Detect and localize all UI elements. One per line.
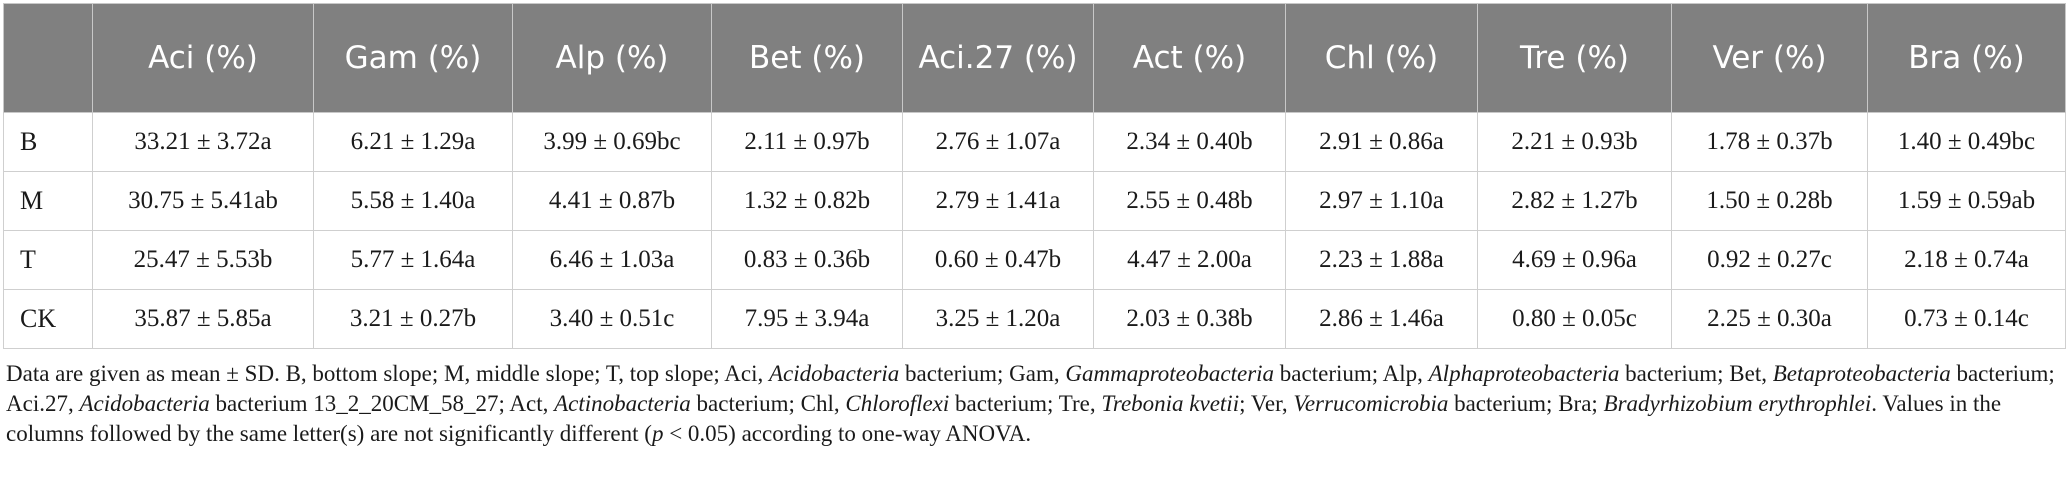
table-cell: 4.41 ± 0.87b bbox=[512, 171, 712, 231]
column-header: Gam (%) bbox=[313, 3, 513, 113]
footnote-italic-text: Trebonia kvetii bbox=[1101, 391, 1240, 416]
footnote-text: bacterium; Alp, bbox=[1274, 361, 1429, 386]
table-cell: 2.76 ± 1.07a bbox=[902, 112, 1094, 172]
table-cell: 0.92 ± 0.27c bbox=[1671, 230, 1868, 290]
table-cell: 0.80 ± 0.05c bbox=[1477, 289, 1672, 349]
row-label: CK bbox=[3, 289, 93, 349]
table-row: T 25.47 ± 5.53b 5.77 ± 1.64a 6.46 ± 1.03a 0.… bbox=[3, 230, 2066, 290]
table-row: CK 35.87 ± 5.85a 3.21 ± 0.27b 3.40 ± 0.51c 7… bbox=[3, 289, 2066, 349]
table-cell: 1.59 ± 0.59ab bbox=[1867, 171, 2066, 231]
footnote-italic-text: Acidobacteria bbox=[769, 361, 900, 386]
table-cell: 2.91 ± 0.86a bbox=[1285, 112, 1478, 172]
table-cell: 25.47 ± 5.53b bbox=[92, 230, 314, 290]
table-cell: 6.46 ± 1.03a bbox=[512, 230, 712, 290]
footnote-text: bacterium; Aci.27, bbox=[6, 361, 2055, 416]
table-cell: 6.21 ± 1.29a bbox=[313, 112, 513, 172]
table-cell: 2.11 ± 0.97b bbox=[711, 112, 903, 172]
table-cell: 2.86 ± 1.46a bbox=[1285, 289, 1478, 349]
column-header: Bet (%) bbox=[711, 3, 903, 113]
table-cell: 2.79 ± 1.41a bbox=[902, 171, 1094, 231]
footnote-italic-text: Actinobacteria bbox=[554, 391, 691, 416]
column-header: Chl (%) bbox=[1285, 3, 1478, 113]
table-cell: 3.25 ± 1.20a bbox=[902, 289, 1094, 349]
table-cell: 2.97 ± 1.10a bbox=[1285, 171, 1478, 231]
table-body: B 33.21 ± 3.72a 6.21 ± 1.29a 3.99 ± 0.69bc 2… bbox=[3, 112, 2066, 349]
footnote-italic-text: Gammaproteobacteria bbox=[1065, 361, 1275, 386]
table-cell: 5.58 ± 1.40a bbox=[313, 171, 513, 231]
table-cell: 2.25 ± 0.30a bbox=[1671, 289, 1868, 349]
column-header: Act (%) bbox=[1093, 3, 1286, 113]
column-header: Ver (%) bbox=[1671, 3, 1868, 113]
header-cell-empty bbox=[3, 3, 93, 113]
table-cell: 4.47 ± 2.00a bbox=[1093, 230, 1286, 290]
table-cell: 5.77 ± 1.64a bbox=[313, 230, 513, 290]
footnote-text: bacterium 13_2_20CM_58_27; Act, bbox=[209, 391, 555, 416]
footnote-italic-text: Bradyrhizobium erythrophlei bbox=[1603, 391, 1872, 416]
table-container: Aci (%) Gam (%) Alp (%) Bet (%) Aci.27 (%) Ac… bbox=[3, 3, 2067, 449]
footnote-text: bacterium; Tre, bbox=[949, 391, 1102, 416]
table-footnote: Data are given as mean ± SD. B, bottom s… bbox=[3, 349, 2067, 449]
footnote-text: < 0.05) according to one-way ANOVA. bbox=[663, 421, 1032, 446]
footnote-text: bacterium; Gam, bbox=[899, 361, 1066, 386]
table-cell: 2.21 ± 0.93b bbox=[1477, 112, 1672, 172]
table-cell: 30.75 ± 5.41ab bbox=[92, 171, 314, 231]
column-header: Aci (%) bbox=[92, 3, 314, 113]
table-cell: 3.40 ± 0.51c bbox=[512, 289, 712, 349]
table-cell: 0.83 ± 0.36b bbox=[711, 230, 903, 290]
footnote-italic-text: Betaproteobacteria bbox=[1772, 361, 1951, 386]
footnote-italic-text: Chloroflexi bbox=[845, 391, 950, 416]
table-cell: 2.34 ± 0.40b bbox=[1093, 112, 1286, 172]
column-header: Alp (%) bbox=[512, 3, 712, 113]
footnote-text: Data are given as mean ± SD. B, bottom s… bbox=[6, 361, 769, 386]
table-cell: 2.03 ± 0.38b bbox=[1093, 289, 1286, 349]
table-cell: 2.18 ± 0.74a bbox=[1867, 230, 2066, 290]
column-header: Bra (%) bbox=[1867, 3, 2066, 113]
footnote-text: bacterium; Bra; bbox=[1448, 391, 1604, 416]
table-row: M 30.75 ± 5.41ab 5.58 ± 1.40a 4.41 ± 0.87b 1… bbox=[3, 171, 2066, 231]
column-header: Tre (%) bbox=[1477, 3, 1672, 113]
table-cell: 2.55 ± 0.48b bbox=[1093, 171, 1286, 231]
table-cell: 1.40 ± 0.49bc bbox=[1867, 112, 2066, 172]
table-cell: 4.69 ± 0.96a bbox=[1477, 230, 1672, 290]
row-label: M bbox=[3, 171, 93, 231]
table-cell: 33.21 ± 3.72a bbox=[92, 112, 314, 172]
column-header: Aci.27 (%) bbox=[902, 3, 1094, 113]
table-cell: 7.95 ± 3.94a bbox=[711, 289, 903, 349]
table-cell: 2.23 ± 1.88a bbox=[1285, 230, 1478, 290]
footnote-text: bacterium; Chl, bbox=[690, 391, 846, 416]
table-cell: 35.87 ± 5.85a bbox=[92, 289, 314, 349]
table-cell: 1.78 ± 0.37b bbox=[1671, 112, 1868, 172]
footnote-text: . Values in the columns followed by the … bbox=[6, 391, 2002, 446]
footnote-italic-text: Verrucomicrobia bbox=[1293, 391, 1449, 416]
row-label: B bbox=[3, 112, 93, 172]
row-label: T bbox=[3, 230, 93, 290]
table-cell: 0.73 ± 0.14c bbox=[1867, 289, 2066, 349]
abundance-table: Aci (%) Gam (%) Alp (%) Bet (%) Aci.27 (%) Ac… bbox=[3, 3, 2066, 349]
footnote-italic-text: p bbox=[651, 421, 664, 446]
footnote-italic-text: Acidobacteria bbox=[79, 391, 210, 416]
table-cell: 1.32 ± 0.82b bbox=[711, 171, 903, 231]
table-cell: 3.21 ± 0.27b bbox=[313, 289, 513, 349]
table-cell: 3.99 ± 0.69bc bbox=[512, 112, 712, 172]
footnote-italic-text: Alphaproteobacteria bbox=[1428, 361, 1620, 386]
footnote-text: bacterium; Bet, bbox=[1619, 361, 1773, 386]
table-cell: 1.50 ± 0.28b bbox=[1671, 171, 1868, 231]
header-row: Aci (%) Gam (%) Alp (%) Bet (%) Aci.27 (%) Ac… bbox=[3, 3, 2066, 113]
table-cell: 0.60 ± 0.47b bbox=[902, 230, 1094, 290]
table-row: B 33.21 ± 3.72a 6.21 ± 1.29a 3.99 ± 0.69bc 2… bbox=[3, 112, 2066, 172]
table-cell: 2.82 ± 1.27b bbox=[1477, 171, 1672, 231]
footnote-text: ; Ver, bbox=[1239, 391, 1294, 416]
